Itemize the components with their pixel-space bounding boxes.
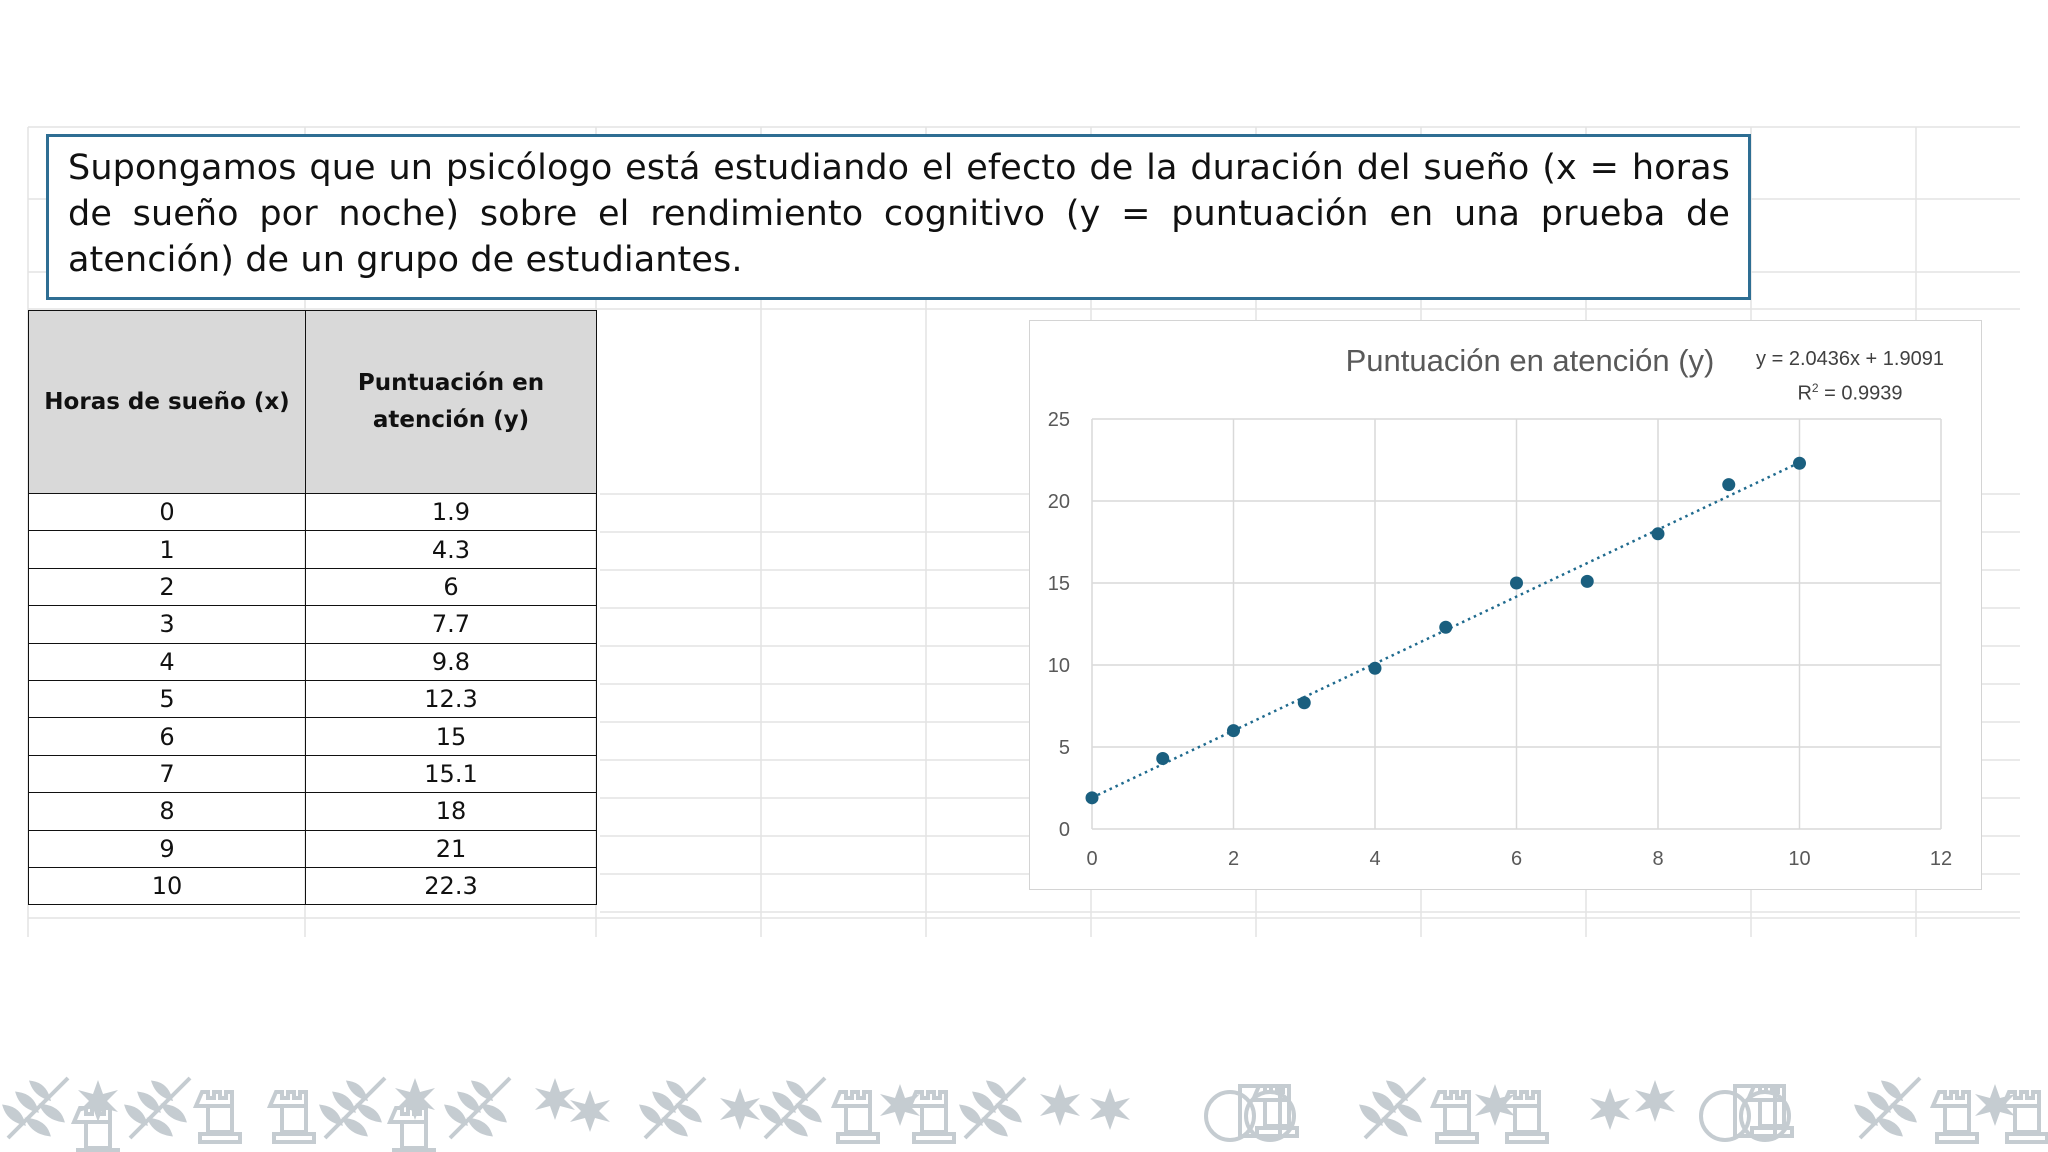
chart-title: Puntuación en atención (y) [1345, 343, 1715, 378]
x-tick-label: 2 [1228, 848, 1239, 870]
y-tick-label: 5 [1059, 737, 1070, 759]
plot-area: 0 5 10 15 20 25 0 2 4 6 8 10 12 [1048, 409, 1952, 870]
cell-score: 18 [305, 792, 597, 831]
problem-statement: Supongamos que un psicólogo está estudia… [46, 134, 1751, 300]
cell-score: 22.3 [305, 866, 597, 906]
table-row: 5 12.3 [28, 679, 597, 719]
data-point [1439, 620, 1453, 634]
cell-score: 6 [305, 567, 597, 607]
header-score: Puntuación en atención (y) [305, 310, 597, 494]
cell-hours: 3 [28, 605, 306, 644]
data-point [1722, 478, 1736, 492]
cell-score: 4.3 [305, 530, 597, 569]
table-row: 4 9.8 [28, 642, 597, 681]
cell-score: 15 [305, 717, 597, 756]
r-squared-exponent: 2 [1811, 381, 1819, 395]
header-hours: Horas de sueño (x) [28, 310, 306, 494]
x-tick-label: 12 [1930, 848, 1952, 870]
x-tick-label: 8 [1652, 848, 1663, 870]
cell-score: 15.1 [305, 754, 597, 794]
header-score-label: Puntuación en atención (y) [357, 370, 545, 433]
r-squared-label: R2 = 0.9939 [1730, 374, 1970, 409]
table-row: 10 22.3 [28, 866, 597, 906]
cell-hours: 7 [28, 754, 306, 794]
scatter-chart: Puntuación en atención (y) y = 2.0436x +… [1029, 320, 1982, 890]
cell-hours: 5 [28, 679, 306, 719]
table-header-row: Horas de sueño (x) Puntuación en atenció… [28, 310, 597, 494]
table-row: 6 15 [28, 717, 597, 756]
data-table: Horas de sueño (x) Puntuación en atenció… [28, 310, 597, 906]
decorative-footer-ornaments [3, 1076, 2048, 1152]
table-body: 0 1.9 1 4.3 2 6 3 7.7 4 9.8 5 12.3 6 15 7 15.1 8 18 9 21 10 2… [28, 492, 597, 906]
cell-hours: 8 [28, 792, 306, 831]
x-tick-label: 4 [1369, 848, 1380, 870]
cell-hours: 0 [28, 492, 306, 532]
x-tick-label: 10 [1788, 848, 1810, 870]
data-point [1227, 724, 1240, 738]
table-row: 9 21 [28, 829, 597, 868]
table-row: 0 1.9 [28, 492, 597, 532]
cell-hours: 2 [28, 567, 306, 607]
data-point [1580, 574, 1594, 588]
x-tick-label: 0 [1086, 848, 1097, 870]
trendline-equation-label: y = 2.0436x + 1.9091 [1756, 348, 1944, 370]
cell-hours: 1 [28, 530, 306, 569]
data-point [1156, 751, 1170, 765]
cell-score: 12.3 [305, 679, 597, 719]
trendline-equation: y = 2.0436x + 1.9091 R2 = 0.9939 [1730, 345, 1970, 409]
data-point [1793, 456, 1806, 470]
r-squared-prefix: R [1797, 382, 1812, 405]
table-row: 8 18 [28, 792, 597, 831]
y-tick-label: 20 [1048, 491, 1070, 513]
table-row: 3 7.7 [28, 605, 597, 644]
data-point [1085, 791, 1099, 805]
cell-score: 9.8 [305, 642, 597, 681]
data-point [1510, 576, 1523, 590]
cell-score: 21 [305, 829, 597, 868]
x-tick-label: 6 [1511, 848, 1522, 870]
cell-hours: 4 [28, 642, 306, 681]
r-squared-value: = 0.9939 [1818, 382, 1903, 405]
cell-score: 1.9 [305, 492, 597, 532]
table-row: 1 4.3 [28, 530, 597, 569]
cell-hours: 9 [28, 829, 306, 868]
y-tick-label: 15 [1048, 573, 1070, 595]
data-point [1368, 661, 1382, 675]
y-tick-label: 0 [1059, 819, 1070, 841]
data-point [1297, 696, 1311, 710]
table-row: 7 15.1 [28, 754, 597, 794]
cell-hours: 10 [28, 866, 306, 906]
data-point [1651, 527, 1665, 541]
cell-hours: 6 [28, 717, 306, 756]
y-tick-label: 25 [1048, 409, 1070, 431]
cell-score: 7.7 [305, 605, 597, 644]
y-tick-label: 10 [1048, 655, 1070, 677]
